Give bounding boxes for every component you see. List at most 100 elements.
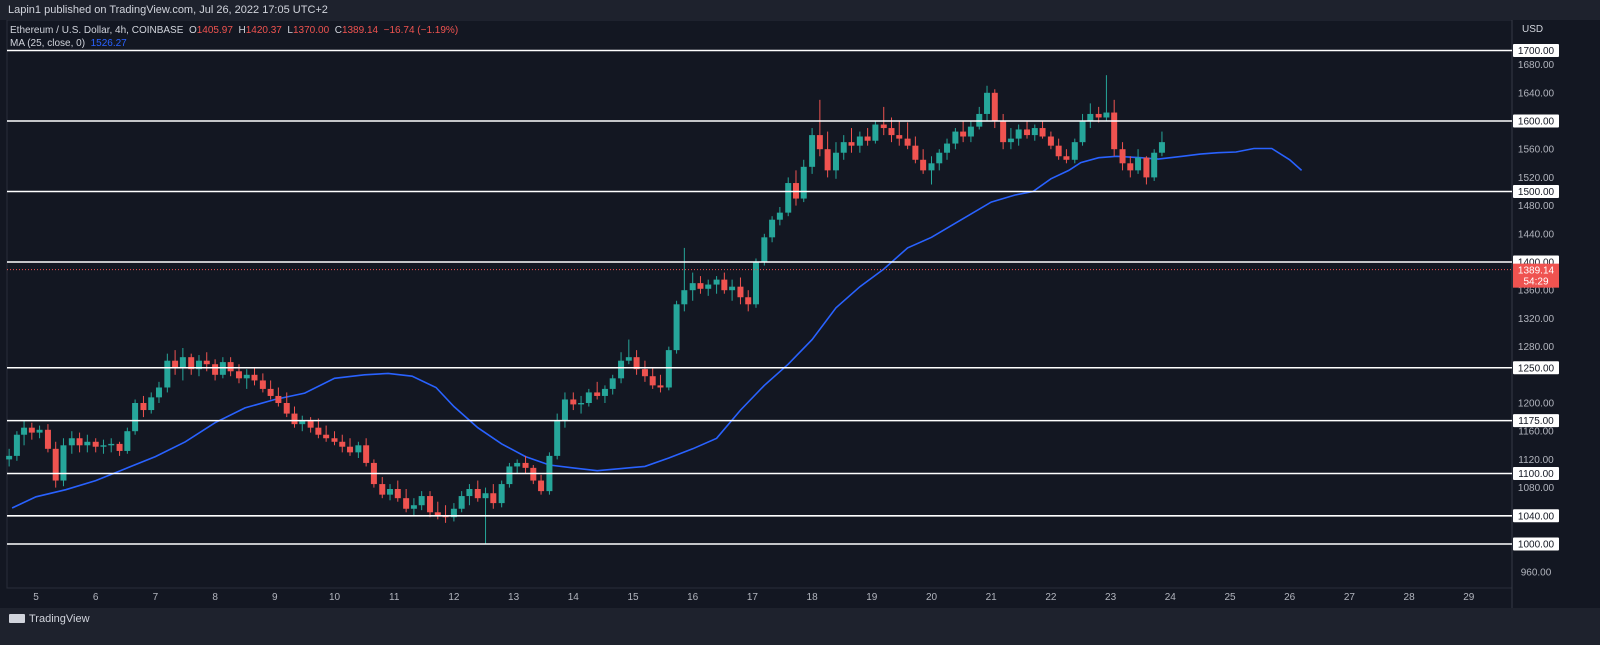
candle-body bbox=[1055, 145, 1062, 157]
candle-body bbox=[514, 462, 521, 467]
candle-body bbox=[809, 135, 816, 167]
candle-body bbox=[1095, 113, 1102, 118]
level-price-label bbox=[1513, 114, 1559, 128]
candle-body bbox=[243, 374, 250, 379]
candle-body bbox=[1111, 112, 1118, 150]
candle-body bbox=[904, 138, 911, 146]
price-tick-label: 1560.00 bbox=[1518, 145, 1555, 156]
ma-value: 1526.27 bbox=[90, 38, 127, 49]
candle-body bbox=[1007, 138, 1014, 143]
candle-body bbox=[148, 397, 155, 411]
candle-body bbox=[601, 388, 608, 396]
price-tick-label: 1080.00 bbox=[1518, 483, 1555, 494]
candle-body bbox=[307, 420, 314, 428]
price-tick-label: 1640.00 bbox=[1518, 88, 1555, 99]
price-tick-label: 1520.00 bbox=[1518, 173, 1555, 184]
candle-body bbox=[1000, 121, 1007, 143]
current-price-badge bbox=[1513, 263, 1559, 288]
candle-body bbox=[299, 420, 306, 425]
candle-body bbox=[952, 131, 959, 144]
candle-body bbox=[561, 399, 568, 421]
candle-body bbox=[1151, 152, 1158, 178]
candle-body bbox=[13, 434, 20, 456]
price-tick-label: 1200.00 bbox=[1518, 399, 1555, 410]
candle-body bbox=[291, 413, 298, 425]
candle-body bbox=[538, 480, 545, 492]
time-tick-label: 9 bbox=[272, 592, 278, 603]
low-value: 1370.00 bbox=[292, 25, 330, 36]
candle-body bbox=[554, 420, 561, 456]
price-tick-label: 1360.00 bbox=[1518, 286, 1555, 297]
time-tick-label: 7 bbox=[153, 592, 159, 603]
candle-body bbox=[984, 92, 991, 114]
publisher-line: Lapin1 published on TradingView.com, Jul… bbox=[8, 4, 328, 16]
candle-body bbox=[729, 286, 736, 291]
price-chart[interactable]: 1000.00 1040.00 1100.00 1175.00 1250.00 1400.… bbox=[0, 20, 1600, 608]
level-price-text: 1000.00 bbox=[1518, 540, 1555, 551]
level-price-label bbox=[1513, 509, 1559, 523]
candle-body bbox=[21, 427, 28, 435]
candle-body bbox=[418, 496, 425, 506]
candle-body bbox=[403, 498, 410, 509]
time-tick-label: 16 bbox=[687, 592, 699, 603]
candle-body bbox=[936, 152, 943, 164]
candle-body bbox=[1158, 142, 1165, 153]
time-tick-label: 14 bbox=[568, 592, 580, 603]
ma-legend[interactable]: MA (25, close, 0) 1526.27 bbox=[10, 38, 127, 49]
time-tick-label: 18 bbox=[807, 592, 819, 603]
change-value: −16.74 (−1.19%) bbox=[383, 25, 459, 36]
candle-body bbox=[363, 445, 370, 463]
candle-body bbox=[872, 124, 879, 141]
candle-body bbox=[179, 357, 186, 368]
time-tick-label: 21 bbox=[986, 592, 998, 603]
top-bar bbox=[0, 0, 1600, 20]
ohlc-legend: Ethereum / U.S. Dollar, 4h, COINBASE O14… bbox=[10, 25, 458, 36]
candle-body bbox=[1079, 121, 1086, 143]
price-tick-label: 1120.00 bbox=[1518, 455, 1554, 466]
candle-body bbox=[1039, 128, 1046, 137]
candle-body bbox=[1103, 112, 1110, 118]
candle-body bbox=[1031, 128, 1038, 136]
candle-body bbox=[578, 403, 585, 405]
candle-body bbox=[379, 484, 386, 495]
candle-body bbox=[323, 434, 330, 439]
candle-body bbox=[1143, 157, 1150, 178]
level-price-text: 1700.00 bbox=[1518, 46, 1555, 57]
candle-body bbox=[713, 279, 720, 285]
candle-body bbox=[1087, 113, 1094, 121]
symbol-label[interactable]: Ethereum / U.S. Dollar, 4h, COINBASE bbox=[10, 25, 184, 36]
candle-body bbox=[697, 283, 704, 289]
time-tick-label: 26 bbox=[1284, 592, 1296, 603]
currency-label: USD bbox=[1522, 24, 1544, 35]
level-price-text: 1600.00 bbox=[1518, 117, 1555, 128]
candle-body bbox=[498, 484, 505, 504]
candle-body bbox=[474, 489, 481, 499]
candle-body bbox=[275, 395, 282, 403]
candle-body bbox=[816, 135, 823, 150]
bottom-bar bbox=[0, 608, 1600, 645]
candle-body bbox=[618, 360, 625, 379]
candle-body bbox=[482, 493, 489, 499]
candle-body bbox=[458, 496, 465, 509]
open-label: O bbox=[188, 25, 197, 36]
candle-body bbox=[856, 136, 863, 146]
time-tick-label: 25 bbox=[1224, 592, 1236, 603]
level-price-label bbox=[1513, 467, 1559, 480]
candle-body bbox=[745, 297, 752, 305]
price-tick-label: 1160.00 bbox=[1518, 427, 1554, 438]
tradingview-logo-text: TradingView bbox=[29, 613, 90, 625]
time-tick-label: 23 bbox=[1105, 592, 1117, 603]
plot-border bbox=[6, 20, 1513, 589]
candle-body bbox=[267, 388, 274, 396]
candle-body bbox=[1071, 142, 1078, 160]
bar-countdown-text: 54:29 bbox=[1523, 277, 1548, 288]
candle-body bbox=[785, 183, 792, 213]
candle-body bbox=[76, 438, 83, 446]
candle-body bbox=[689, 283, 696, 291]
candle-body bbox=[609, 378, 616, 389]
level-price-label bbox=[1513, 537, 1559, 551]
candle-body bbox=[410, 505, 417, 509]
candle-body bbox=[752, 262, 759, 305]
candle-body bbox=[283, 403, 290, 414]
candle-body bbox=[522, 462, 529, 468]
